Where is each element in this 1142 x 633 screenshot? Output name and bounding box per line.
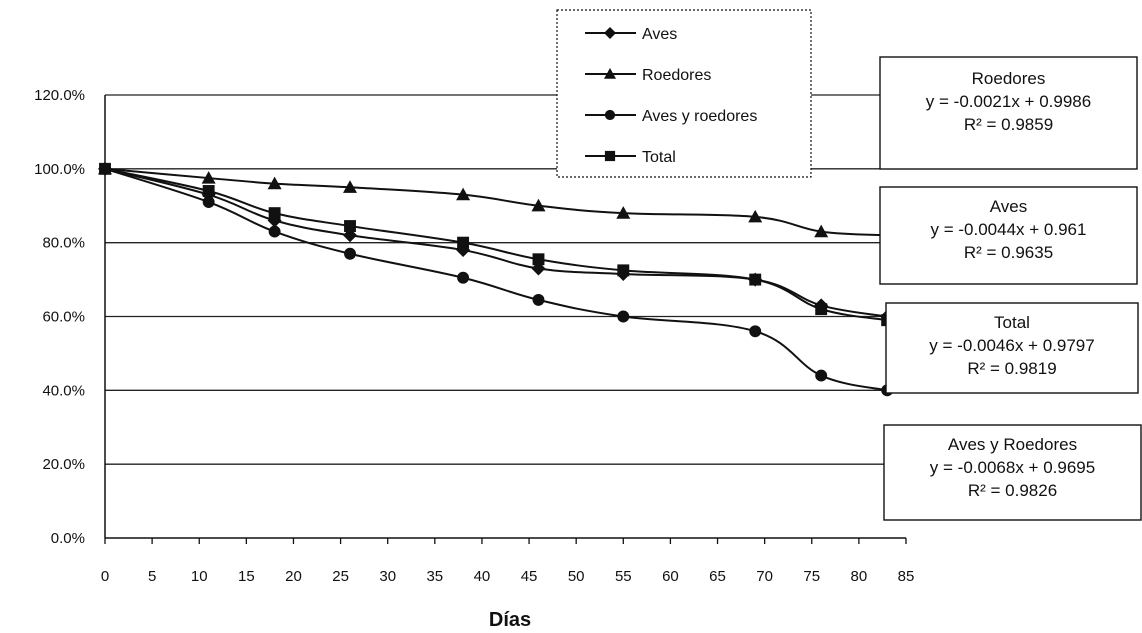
data-point-square [268,207,281,220]
equation-box: Aves y = -0.0044x + 0.961 R² = 0.9635 [879,186,1138,285]
x-tick-label: 30 [379,568,396,585]
x-tick-label: 60 [662,568,679,585]
equation-formula: y = -0.0068x + 0.9695 [930,458,1095,477]
series-line [104,167,888,392]
equation-formula: y = -0.0044x + 0.961 [931,220,1087,239]
data-point-triangle [616,206,631,219]
x-tick-label: 55 [615,568,632,585]
series-line [104,167,888,322]
series-line [104,167,888,318]
data-point-square [457,236,470,249]
data-point-triangle [456,187,471,201]
data-point-triangle [201,171,216,184]
legend-box [556,9,812,178]
x-tick-label: 0 [101,568,109,585]
y-tick-label: 20.0% [42,456,85,473]
data-point-circle [457,271,470,284]
legend-marker-square [604,150,616,162]
x-tick-label: 85 [898,568,915,585]
equation-title: Roedores [972,69,1046,88]
equation-title: Aves [990,197,1028,216]
legend-marker-circle [604,109,616,121]
series-line [104,167,888,237]
equation-formula: y = -0.0046x + 0.9797 [929,336,1094,355]
data-point-triangle [531,198,546,212]
x-tick-label: 65 [709,568,726,585]
x-tick-label: 5 [148,568,156,585]
equation-box: Total y = -0.0046x + 0.9797 R² = 0.9819 [885,302,1139,394]
equation-title: Total [994,313,1030,332]
y-tick-label: 120.0% [34,87,85,104]
legend-label: Roedores [642,67,711,84]
y-tick-label: 60.0% [42,309,85,326]
data-point-square [202,185,215,197]
equation-box: Roedores y = -0.0021x + 0.9986 R² = 0.9859 [879,56,1138,170]
equation-box-border [879,186,1138,285]
data-point-circle [815,369,828,382]
equation-r2: R² = 0.9635 [964,243,1053,262]
x-tick-label: 10 [191,568,208,585]
data-point-square [532,253,545,266]
legend-marker-triangle [604,68,616,79]
x-tick-label: 50 [568,568,585,585]
x-tick-label: 35 [426,568,443,585]
series-total [99,162,894,327]
data-point-circle [532,293,545,306]
equation-box-border [885,302,1139,394]
data-point-triangle [267,176,282,190]
x-tick-label: 80 [851,568,868,585]
legend-label: Total [642,149,676,166]
equation-r2: R² = 0.9826 [968,481,1057,500]
x-axis-label: Días [489,609,531,631]
data-point-circle [268,225,281,238]
data-point-square [617,264,630,277]
grid-lines [105,94,906,465]
x-tick-label: 70 [756,568,773,585]
legend-label: Aves [642,26,677,43]
legend-marker-diamond [604,27,616,39]
data-point-square [344,220,356,233]
y-tick-label: 80.0% [42,235,85,252]
x-tick-label: 20 [285,568,302,585]
data-point-circle [344,247,356,260]
data-point-circle [749,325,762,338]
series-group [98,161,895,397]
data-point-triangle [343,180,358,193]
axes: 0.0% 20.0% 40.0% 60.0% 80.0% 100.0% 120.0% 0 5 10… [34,87,914,585]
equation-box: Aves y Roedores y = -0.0068x + 0.9695 R² =… [883,424,1142,521]
data-point-square [99,162,111,175]
equation-title: Aves y Roedores [948,435,1077,454]
annotation-boxes: Roedores y = -0.0021x + 0.9986 R² = 0.9859… [879,56,1142,521]
x-tick-label: 25 [332,568,349,585]
equation-r2: R² = 0.9859 [964,115,1053,134]
x-tick-label: 15 [238,568,255,585]
data-point-square [749,273,762,286]
data-point-triangle [748,209,763,223]
x-tick-label: 45 [521,568,538,585]
x-tick-label: 75 [803,568,820,585]
data-point-circle [202,196,215,209]
y-tick-label: 0.0% [51,530,85,547]
y-tick-label: 40.0% [42,382,85,399]
equation-box-border [883,424,1142,521]
data-point-triangle [814,224,829,238]
data-point-circle [617,310,630,323]
data-point-square [815,303,828,316]
x-tick-label: 40 [474,568,491,585]
y-tick-label: 100.0% [34,161,85,178]
legend-label: Aves y roedores [642,108,757,125]
equation-formula: y = -0.0021x + 0.9986 [926,92,1091,111]
equation-box-border [879,56,1138,170]
legend: Aves Roedores Aves y roedores Total [556,9,812,178]
equation-r2: R² = 0.9819 [967,359,1056,378]
